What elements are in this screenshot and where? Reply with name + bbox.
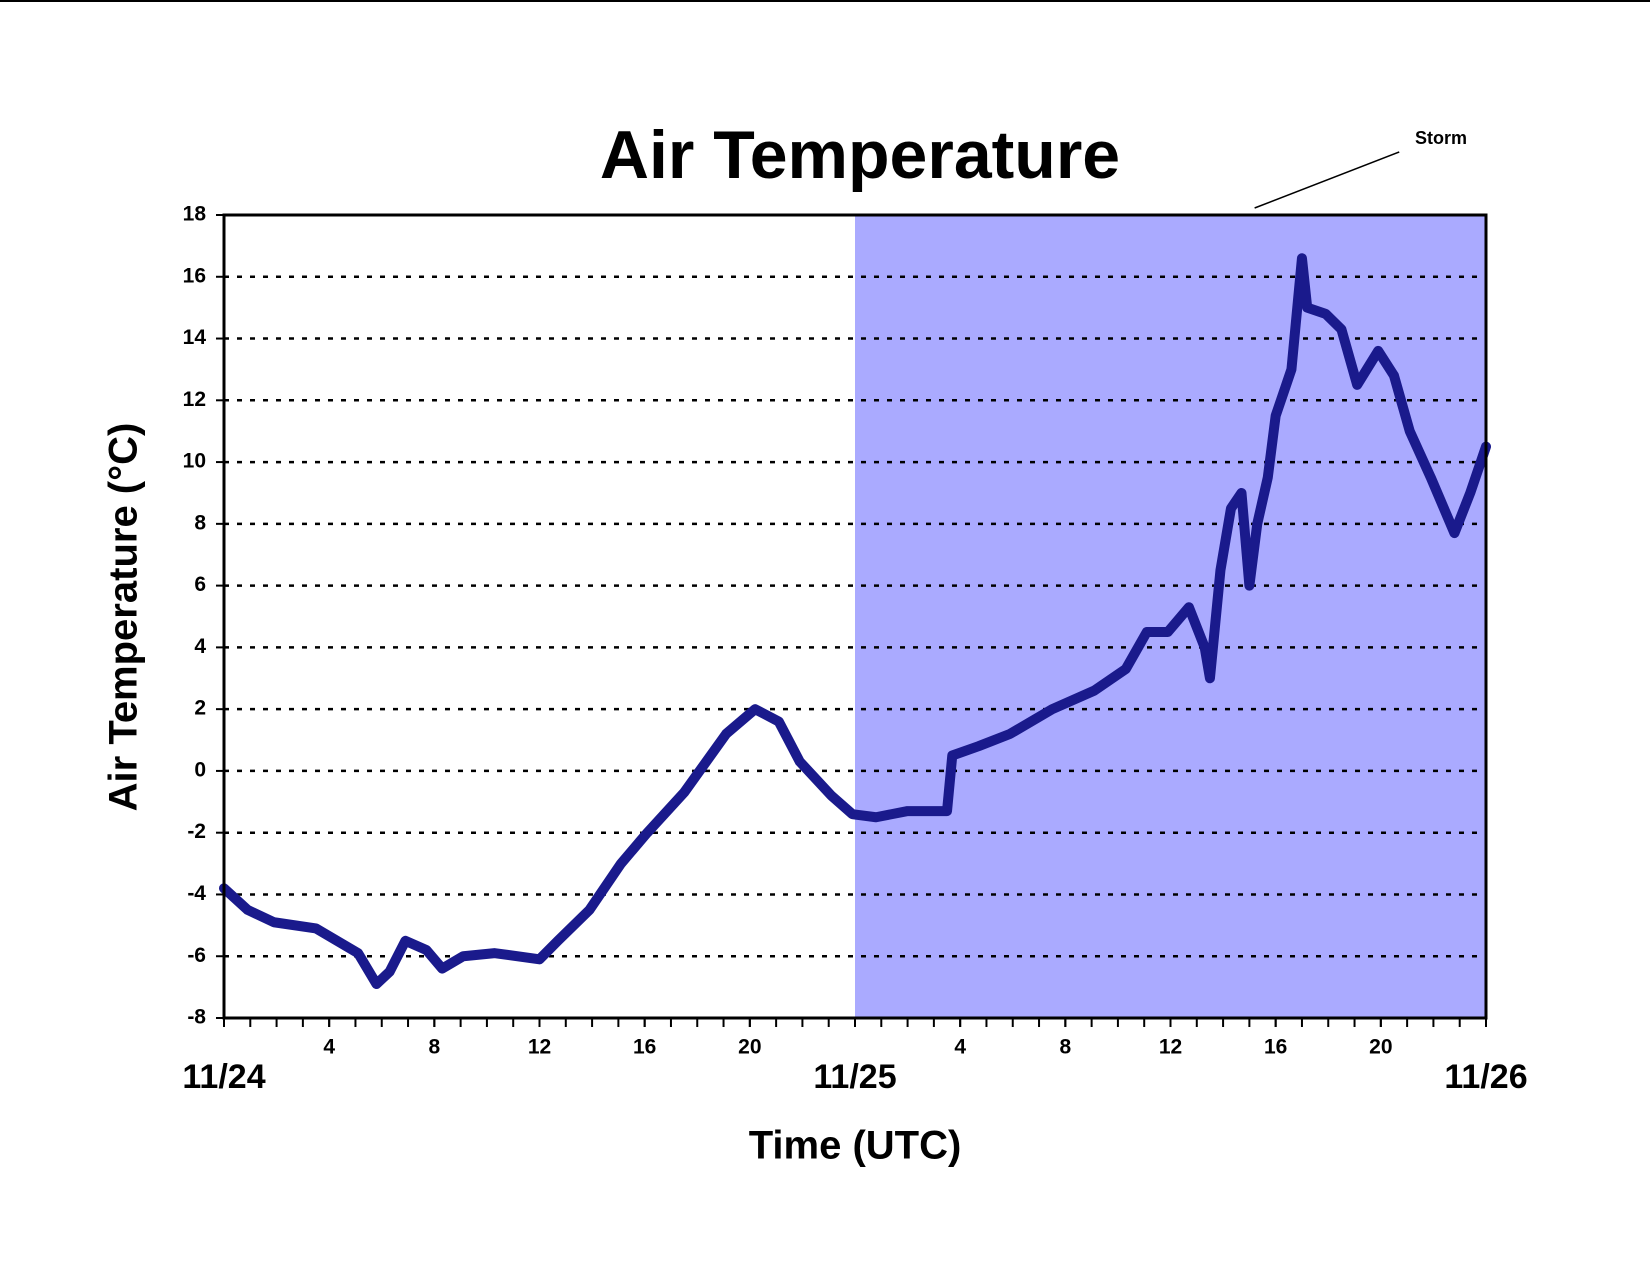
y-tick-label: -4 <box>187 882 206 905</box>
y-tick-label: 14 <box>183 326 207 349</box>
y-tick-label: 6 <box>194 573 206 596</box>
y-tick-label: 16 <box>183 264 206 287</box>
x-tick-label: 12 <box>1159 1036 1182 1059</box>
x-date-label: 11/25 <box>813 1058 896 1096</box>
y-tick-label: -6 <box>187 944 206 967</box>
annotation-leader <box>1254 151 1400 209</box>
x-tick-label: 8 <box>428 1036 440 1059</box>
y-tick-label: 8 <box>194 511 206 534</box>
x-tick-label: 4 <box>323 1036 335 1059</box>
x-date-label: 11/24 <box>182 1058 265 1096</box>
plot-frame <box>222 213 1488 1020</box>
temperature-line <box>219 253 1491 990</box>
y-tick-label: 12 <box>183 388 206 411</box>
y-tick-label: -8 <box>187 1006 206 1029</box>
y-tick-label: 18 <box>183 203 207 226</box>
x-tick-label: 8 <box>1059 1036 1071 1059</box>
y-tick-label: 0 <box>194 758 206 781</box>
y-tick-label: 2 <box>194 697 206 720</box>
x-tick-label: 20 <box>1369 1036 1392 1059</box>
y-tick-label: -2 <box>187 820 206 843</box>
y-tick-label: 4 <box>194 635 206 658</box>
x-tick-label: 16 <box>1264 1036 1287 1059</box>
annotation: Storm <box>1415 128 1467 148</box>
storm-region <box>855 215 1486 1018</box>
x-axis-label: Time (UTC) <box>749 1124 962 1168</box>
x-date-label: 11/26 <box>1444 1058 1527 1096</box>
x-tick-label: 12 <box>528 1036 551 1059</box>
x-tick-label: 4 <box>954 1036 966 1059</box>
y-axis-label: Air Temperature (°C) <box>102 423 146 812</box>
y-tick-label: 10 <box>183 450 206 473</box>
x-tick-label: 16 <box>633 1036 656 1059</box>
chart-title: Air Temperature <box>600 117 1120 193</box>
x-tick-label: 20 <box>738 1036 761 1059</box>
